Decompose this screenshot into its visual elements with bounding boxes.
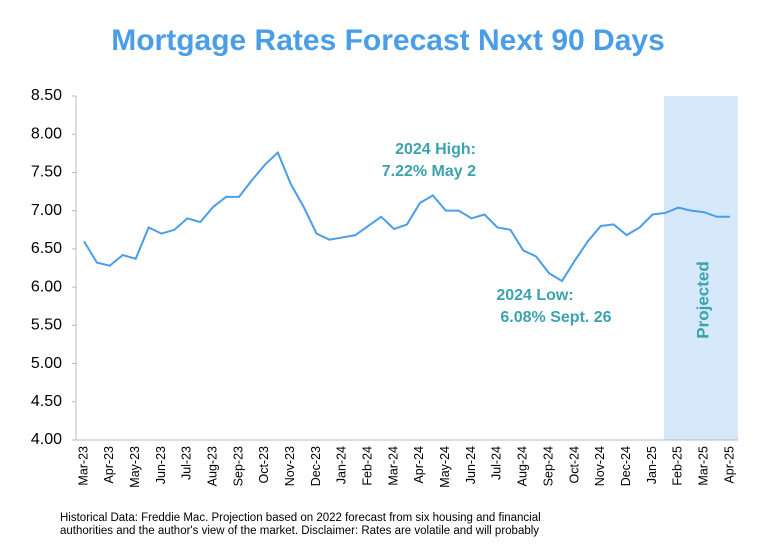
- y-tick-label: 7.50: [31, 164, 62, 181]
- x-tick-label: Jun-23: [154, 446, 168, 484]
- x-tick-label: Jul-24: [490, 446, 504, 480]
- projected-label: Projected: [693, 261, 712, 338]
- y-tick-label: 4.50: [31, 393, 62, 410]
- x-tick-label: Aug-24: [516, 446, 530, 486]
- y-tick-label: 6.00: [31, 278, 62, 295]
- x-tick-label: Mar-25: [696, 446, 710, 486]
- y-tick-label: 5.00: [31, 355, 62, 372]
- x-tick-label: Mar-23: [76, 446, 90, 486]
- chart-title: Mortgage Rates Forecast Next 90 Days: [111, 24, 665, 57]
- y-tick-label: 7.00: [31, 202, 62, 219]
- x-tick-label: Mar-24: [386, 446, 400, 486]
- footnote: Historical Data: Freddie Mac. Projection…: [60, 512, 541, 524]
- x-tick-label: Jan-24: [335, 446, 349, 484]
- x-tick-label: Dec-24: [619, 446, 633, 486]
- y-tick-label: 8.50: [31, 87, 62, 104]
- annotation: 2024 Low:: [496, 287, 573, 304]
- x-tick-label: Jan-25: [645, 446, 659, 484]
- x-tick-label: Aug-23: [205, 446, 219, 486]
- x-tick-label: May-23: [128, 446, 142, 488]
- footnote: authorities and the author's view of the…: [60, 525, 539, 537]
- x-tick-label: Apr-24: [412, 446, 426, 484]
- x-tick-label: Nov-23: [283, 446, 297, 486]
- x-tick-label: Jul-23: [180, 446, 194, 480]
- x-tick-label: Nov-24: [593, 446, 607, 486]
- rate-line: [83, 150, 730, 283]
- x-tick-label: Apr-23: [102, 446, 116, 484]
- x-tick-label: Feb-25: [671, 446, 685, 486]
- y-tick-label: 5.50: [31, 317, 62, 334]
- projected-band: [664, 96, 738, 440]
- x-tick-label: Dec-23: [309, 446, 323, 486]
- x-tick-label: Sep-24: [541, 446, 555, 486]
- x-tick-label: Jun-24: [464, 446, 478, 484]
- x-tick-label: Oct-24: [567, 446, 581, 484]
- y-tick-label: 4.00: [31, 431, 62, 448]
- annotation: 2024 High:: [395, 141, 476, 158]
- annotation: 7.22% May 2: [382, 163, 476, 180]
- x-tick-label: Apr-25: [722, 446, 736, 484]
- y-tick-label: 6.50: [31, 240, 62, 257]
- x-tick-label: Oct-23: [257, 446, 271, 484]
- annotation: 6.08% Sept. 26: [500, 309, 611, 326]
- x-tick-label: Sep-23: [231, 446, 245, 486]
- y-tick-label: 8.00: [31, 125, 62, 142]
- x-tick-label: Feb-24: [361, 446, 375, 486]
- x-tick-label: May-24: [438, 446, 452, 488]
